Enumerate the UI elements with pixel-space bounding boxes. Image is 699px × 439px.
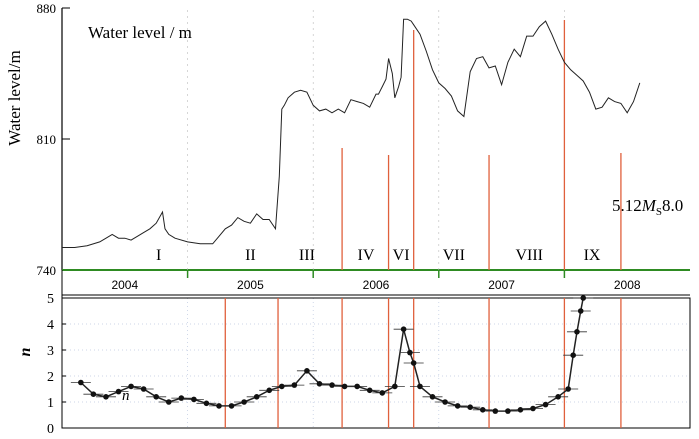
period-label-0: I (156, 247, 161, 264)
n-point-30 (429, 394, 436, 400)
n-point-23 (366, 387, 373, 394)
year-label-2: 2006 (363, 278, 390, 292)
n-point-10 (203, 400, 210, 407)
bottom-y-tick-labels: 0 1 2 3 4 5 (47, 292, 66, 437)
n-point-22 (354, 383, 360, 390)
year-axis: 2004 2005 2006 2007 2008 (61, 270, 690, 298)
n-point-32 (454, 403, 461, 409)
n-point-3 (115, 388, 122, 395)
period-label-2: III (299, 247, 315, 264)
top-axis-frame (61, 7, 690, 271)
period-label-5: VII (443, 247, 465, 264)
n-point-27 (407, 349, 413, 356)
year-label-4: 2008 (614, 278, 641, 292)
water-level-series-line (62, 18, 641, 248)
year-label-3: 2007 (488, 278, 515, 292)
top-y-tick-label-1: 810 (37, 132, 57, 147)
n-point-9 (191, 396, 197, 403)
year-label-0: 2004 (111, 278, 138, 292)
bottom-gridlines (62, 298, 690, 428)
n-point-37 (517, 407, 524, 413)
n-point-28 (410, 360, 417, 366)
bottom-y-tick-label-3: 3 (47, 344, 54, 359)
period-labels: I II III IV VI VII VIII IX (156, 247, 601, 264)
water-level-chart: Water level / m Water level/m 740810880 … (5, 1, 690, 278)
n-point-25 (392, 383, 398, 390)
y-axis-label: Water level/m (5, 50, 24, 145)
n-point-45 (580, 295, 587, 301)
annotation-magnitude-value: 8.0 (662, 196, 683, 215)
n-point-36 (505, 408, 511, 414)
bottom-y-tick-label-1: 1 (47, 396, 54, 411)
n-point-20 (329, 382, 335, 388)
period-label-3: IV (358, 247, 375, 264)
n-point-41 (565, 386, 571, 392)
n-point-33 (467, 404, 474, 411)
earthquake-annotation: 5.12MS8.0 (612, 196, 683, 218)
n-point-43 (574, 329, 580, 335)
bottom-plot-frame (61, 297, 691, 429)
top-y-tick-labels: 740 810 880 (37, 1, 57, 278)
n-point-31 (442, 399, 448, 405)
bottom-y-tick-label-5: 5 (47, 292, 54, 307)
n-point-26 (400, 326, 407, 333)
n-point-6 (153, 394, 159, 400)
n-chart: 0 1 2 3 4 5 n n (17, 292, 691, 437)
year-label-1: 2005 (237, 278, 264, 292)
n-point-14 (253, 394, 260, 400)
n-point-38 (530, 405, 536, 412)
n-point-21 (341, 383, 348, 390)
period-label-7: IX (584, 247, 601, 264)
n-point-4 (128, 383, 134, 390)
top-y-tick-label-2: 880 (37, 1, 57, 16)
bottom-event-markers (224, 298, 622, 428)
n-point-15 (266, 387, 273, 394)
bottom-y-tick-label-2: 2 (47, 370, 54, 385)
n-point-7 (165, 399, 172, 405)
n-point-18 (304, 368, 310, 374)
n-point-19 (316, 381, 323, 387)
n-point-1 (90, 391, 97, 398)
annotation-magnitude-subscript: S (656, 206, 662, 218)
n-point-8 (178, 395, 185, 401)
n-point-5 (140, 386, 147, 392)
n-point-2 (103, 394, 109, 400)
n-point-24 (379, 390, 386, 396)
top-gridlines (187, 10, 565, 270)
n-point-29 (417, 383, 423, 390)
n-point-42 (570, 352, 576, 359)
n-point-12 (228, 403, 235, 409)
period-label-6: VIII (515, 247, 543, 264)
period-label-1: II (245, 247, 256, 264)
n-point-40 (555, 394, 561, 400)
bottom-y-tick-label-0: 0 (47, 422, 54, 437)
n-point-13 (241, 399, 247, 405)
n-point-39 (542, 401, 549, 408)
n-point-44 (577, 308, 584, 314)
chart-title: Water level / m (88, 23, 192, 42)
annotation-magnitude-symbol: M (641, 196, 657, 215)
top-y-tick-label-0: 740 (37, 263, 57, 278)
n-series-label: n (122, 388, 130, 404)
n-point-35 (492, 408, 499, 414)
annotation-date: 5.12 (612, 196, 642, 215)
n-series-line (80, 297, 584, 412)
n-point-11 (216, 403, 222, 409)
n-point-17 (291, 382, 298, 388)
n-point-0 (78, 379, 84, 386)
n-series-points (70, 295, 594, 414)
bottom-y-tick-label-4: 4 (47, 318, 54, 333)
n-point-16 (279, 383, 285, 390)
n-point-34 (479, 407, 486, 413)
n-axis-label: n (17, 347, 34, 356)
period-label-4: VI (393, 247, 410, 264)
bottom-axis-frame (61, 297, 691, 429)
